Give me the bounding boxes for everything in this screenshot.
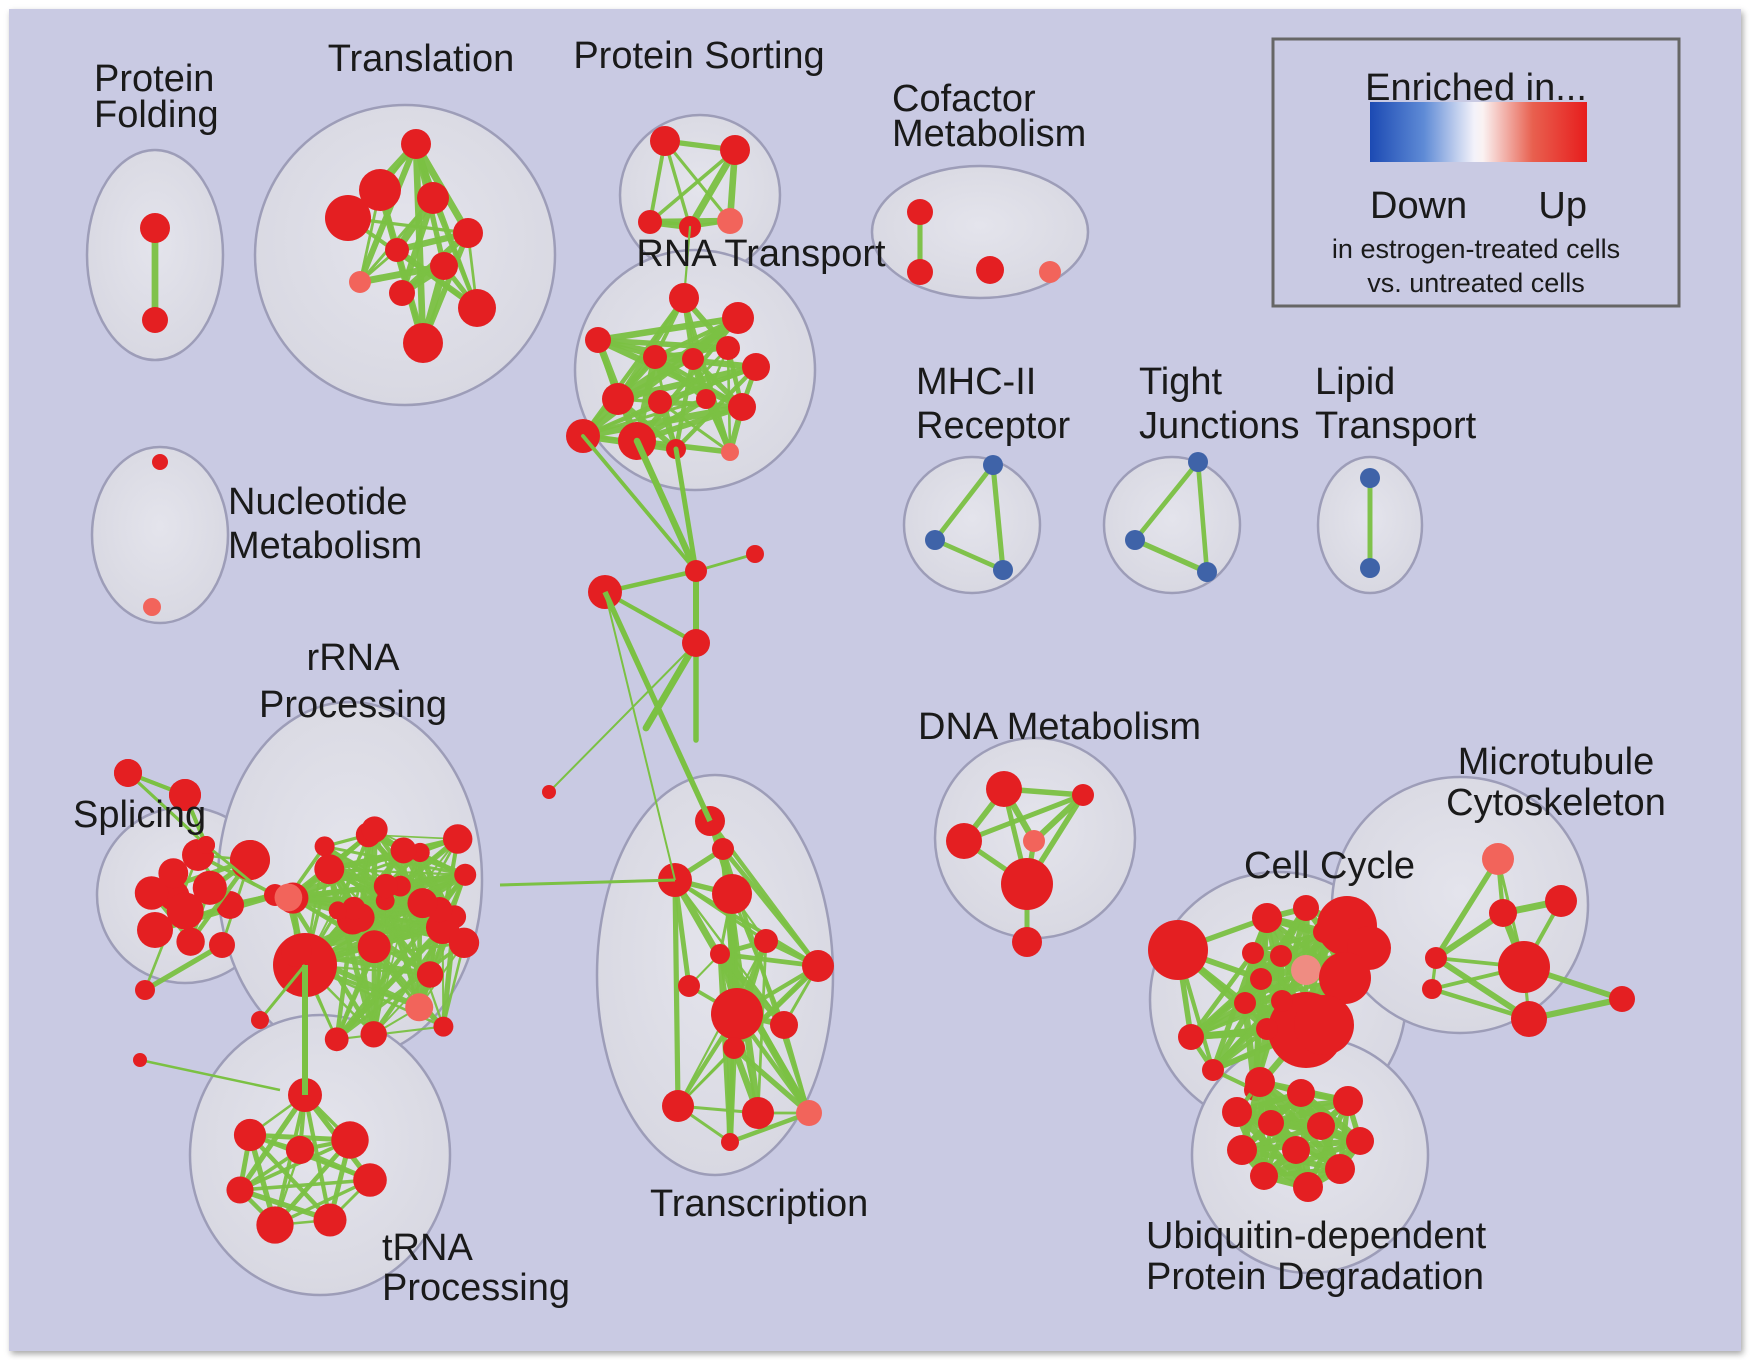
svg-text:Tight: Tight bbox=[1139, 361, 1223, 403]
svg-text:rRNA: rRNA bbox=[307, 637, 401, 679]
svg-text:in estrogen-treated cells: in estrogen-treated cells bbox=[1332, 234, 1620, 264]
svg-text:Protein Sorting: Protein Sorting bbox=[573, 35, 824, 77]
svg-text:Translation: Translation bbox=[328, 38, 515, 80]
svg-text:RNA Transport: RNA Transport bbox=[636, 233, 886, 275]
svg-text:Up: Up bbox=[1538, 185, 1587, 227]
svg-text:Cytoskeleton: Cytoskeleton bbox=[1446, 782, 1666, 824]
svg-text:Lipid: Lipid bbox=[1315, 361, 1395, 403]
svg-text:Junctions: Junctions bbox=[1139, 405, 1300, 447]
svg-text:MHC-II: MHC-II bbox=[916, 361, 1036, 403]
svg-text:Folding: Folding bbox=[94, 94, 219, 136]
svg-text:Metabolism: Metabolism bbox=[228, 525, 422, 567]
svg-text:DNA Metabolism: DNA Metabolism bbox=[918, 706, 1201, 748]
svg-text:Receptor: Receptor bbox=[916, 405, 1071, 447]
svg-text:tRNA: tRNA bbox=[382, 1227, 473, 1269]
svg-text:Processing: Processing bbox=[259, 684, 447, 726]
svg-text:Cell Cycle: Cell Cycle bbox=[1244, 845, 1415, 887]
svg-text:Ubiquitin-dependent: Ubiquitin-dependent bbox=[1146, 1215, 1487, 1257]
svg-text:Transcription: Transcription bbox=[650, 1183, 868, 1225]
svg-text:Transport: Transport bbox=[1315, 405, 1477, 447]
svg-text:Protein Degradation: Protein Degradation bbox=[1146, 1256, 1484, 1298]
svg-text:Metabolism: Metabolism bbox=[892, 113, 1086, 155]
svg-text:Microtubule: Microtubule bbox=[1458, 741, 1654, 783]
svg-text:Down: Down bbox=[1370, 185, 1467, 227]
svg-text:Nucleotide: Nucleotide bbox=[228, 481, 408, 523]
svg-text:vs. untreated cells: vs. untreated cells bbox=[1367, 268, 1585, 298]
svg-text:Splicing: Splicing bbox=[73, 794, 206, 836]
svg-text:Processing: Processing bbox=[382, 1267, 570, 1309]
